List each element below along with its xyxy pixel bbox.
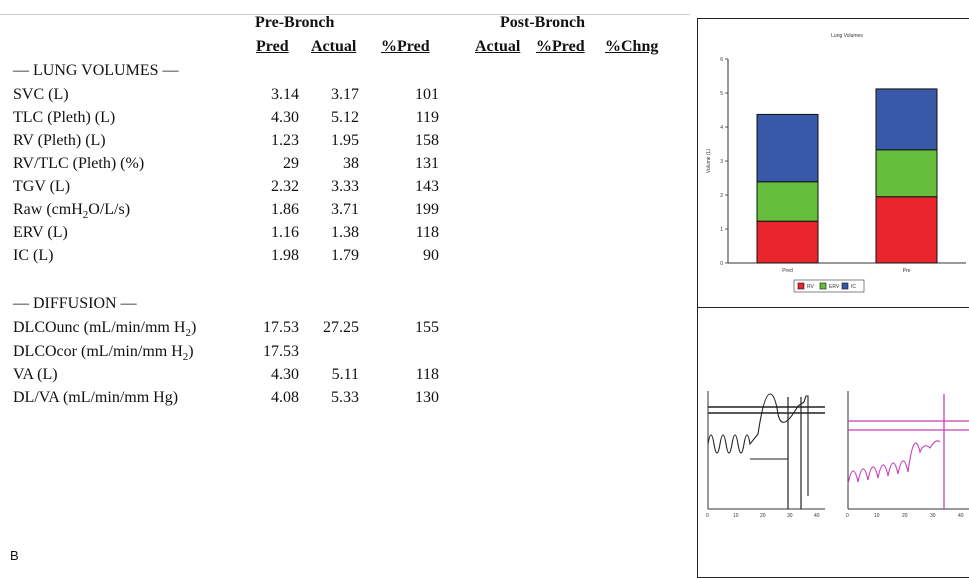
row-label: TGV (L) — [13, 178, 71, 195]
cell-actual: 1.79 — [331, 247, 359, 264]
cell-pct-pred: 118 — [415, 366, 439, 383]
panel-divider — [698, 307, 969, 308]
trace-x-tick: 0 — [706, 513, 709, 519]
col-actual: Actual — [311, 38, 357, 55]
legend-label: IC — [851, 284, 856, 290]
y-tick-label: 4 — [720, 125, 723, 131]
trace-x-tick: 0 — [846, 513, 849, 519]
cell-actual: 27.25 — [323, 319, 359, 336]
cell-pred: 1.23 — [271, 132, 299, 149]
row-label: DL/VA (mL/min/mm Hg) — [13, 389, 179, 406]
legend-box — [793, 279, 865, 293]
trace-plots: 0 10 20 30 40 0 10 20 30 40 — [706, 391, 969, 519]
legend-label: RV — [807, 284, 815, 290]
row-label: DLCOunc (mL/min/mm H2) — [13, 319, 197, 340]
cell-pct-pred: 119 — [415, 109, 439, 126]
cell-pct-pred: 130 — [415, 389, 439, 406]
left-trace-plot: 0 10 20 30 40 — [706, 391, 825, 519]
trace-x-tick: 20 — [902, 513, 908, 519]
trace-x-tick: 10 — [733, 513, 739, 519]
cell-pct-pred: 131 — [415, 155, 439, 172]
bar-segment-rv — [756, 220, 819, 264]
pre-bronch-header: Pre-Bronch — [255, 14, 335, 31]
cell-actual: 5.12 — [331, 109, 359, 126]
section-lung-volumes: — LUNG VOLUMES — — [13, 62, 179, 79]
y-tick-label: 0 — [720, 261, 723, 267]
col-pct-pred: %Pred — [381, 38, 430, 55]
legend-swatch-rv — [797, 282, 805, 290]
cell-pct-pred: 101 — [415, 86, 439, 103]
cell-pred: 1.86 — [271, 201, 299, 218]
row-label: IC (L) — [13, 247, 54, 264]
row-label: VA (L) — [13, 366, 58, 383]
cell-actual: 3.17 — [331, 86, 359, 103]
chart-title: Lung Volumes — [831, 33, 863, 39]
trace-x-tick: 10 — [874, 513, 880, 519]
cell-pred: 1.16 — [271, 224, 299, 241]
cell-pct-pred: 118 — [415, 224, 439, 241]
row-label: DLCOcor (mL/min/mm H2) — [13, 343, 194, 364]
cell-pred: 3.14 — [271, 86, 299, 103]
y-tick-label: 6 — [720, 57, 723, 63]
cell-pred: 17.53 — [263, 343, 299, 360]
legend-label: ERV — [829, 284, 840, 290]
cell-actual: 5.11 — [331, 366, 359, 383]
trace-x-tick: 20 — [760, 513, 766, 519]
y-tick-label: 1 — [720, 227, 723, 233]
trace-x-tick: 40 — [814, 513, 820, 519]
col-pred: Pred — [256, 38, 289, 55]
y-axis-label: Volume (L) — [706, 149, 712, 174]
cell-pred: 4.08 — [271, 389, 299, 406]
cell-pred: 4.30 — [271, 366, 299, 383]
bar-segment-erv — [756, 181, 819, 222]
trace-x-tick: 30 — [930, 513, 936, 519]
y-tick-label: 3 — [720, 159, 723, 165]
section-diffusion: — DIFFUSION — — [13, 295, 137, 312]
y-tick-label: 5 — [720, 91, 723, 97]
trace-x-tick: 30 — [787, 513, 793, 519]
cell-pct-pred: 90 — [423, 247, 439, 264]
row-label: RV (Pleth) (L) — [13, 132, 106, 149]
cell-pred: 17.53 — [263, 319, 299, 336]
cell-actual: 1.38 — [331, 224, 359, 241]
col-post-actual: Actual — [475, 38, 521, 55]
row-label: ERV (L) — [13, 224, 68, 241]
cell-actual: 5.33 — [331, 389, 359, 406]
row-label: TLC (Pleth) (L) — [13, 109, 116, 126]
cell-pred: 1.98 — [271, 247, 299, 264]
header-rule — [0, 14, 690, 15]
cell-actual: 1.95 — [331, 132, 359, 149]
legend-swatch-ic — [841, 282, 849, 290]
bar-segment-rv — [875, 196, 938, 264]
cell-pred: 2.32 — [271, 178, 299, 195]
cell-pct-pred: 143 — [415, 178, 439, 195]
x-tick-label: Pred — [782, 268, 793, 274]
row-label: SVC (L) — [13, 86, 69, 103]
cell-pct-pred: 155 — [415, 319, 439, 336]
figure-label: B — [10, 548, 19, 563]
col-post-pct-chng: %Chng — [605, 38, 659, 55]
cell-actual: 3.33 — [331, 178, 359, 195]
post-bronch-header: Post-Bronch — [500, 14, 586, 31]
cell-pct-pred: 158 — [415, 132, 439, 149]
lung-volumes-chart: Lung Volumes Volume (L) 0 1 2 3 4 5 6 Pred Pre RV ER… — [706, 33, 966, 293]
bar-segment-ic — [875, 88, 938, 151]
cell-actual: 3.71 — [331, 201, 359, 218]
cell-pred: 4.30 — [271, 109, 299, 126]
x-tick-label: Pre — [903, 268, 911, 274]
bar-segment-ic — [756, 113, 819, 183]
trace-x-tick: 40 — [958, 513, 964, 519]
legend-swatch-erv — [819, 282, 827, 290]
y-tick-label: 2 — [720, 193, 723, 199]
right-trace-plot: 0 10 20 30 40 — [846, 391, 969, 519]
cell-pct-pred: 199 — [415, 201, 439, 218]
col-post-pct-pred: %Pred — [536, 38, 585, 55]
bar-segment-erv — [875, 149, 938, 198]
row-label: RV/TLC (Pleth) (%) — [13, 155, 145, 172]
cell-actual: 38 — [343, 155, 359, 172]
cell-pred: 29 — [283, 155, 299, 172]
figure-panel: Lung Volumes Volume (L) 0 1 2 3 4 5 6 Pred Pre RV ER… — [697, 18, 969, 578]
row-label: Raw (cmH2O/L/s) — [13, 201, 131, 222]
